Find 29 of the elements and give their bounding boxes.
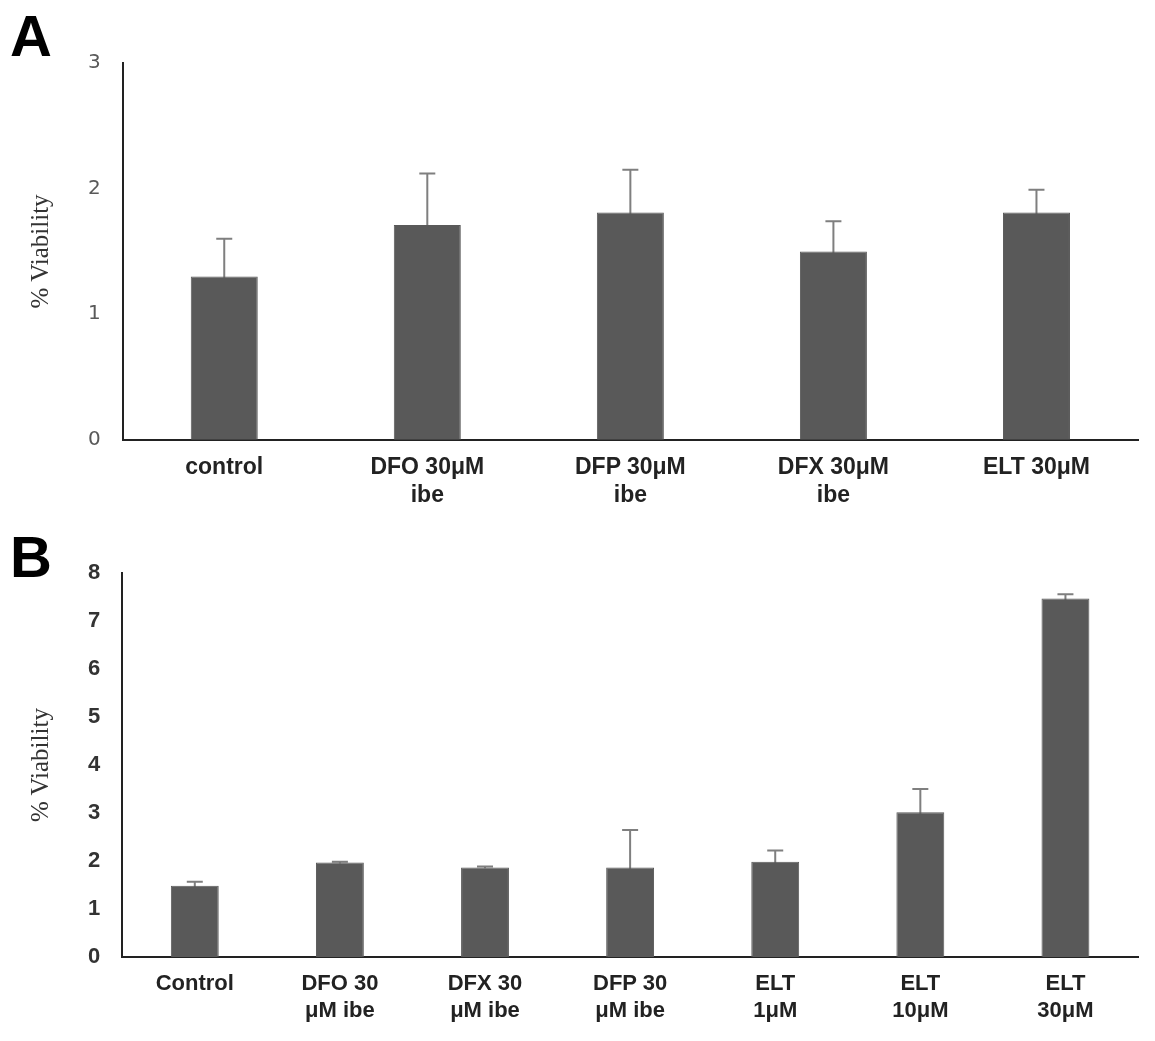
y-tick-label: 1 (87, 895, 101, 921)
y-tick-label: 2 (87, 174, 101, 199)
y-axis-title: % Viability (25, 707, 53, 823)
y-tick-label: 3 (87, 49, 101, 74)
x-tick-label: ELT 1μM (753, 970, 798, 1022)
y-axis-title: % Viability (25, 193, 53, 309)
y-tick-label: 4 (87, 751, 101, 777)
y-tick-label: 1 (87, 300, 101, 325)
x-tick-label: ELT 30μM (983, 452, 1090, 479)
y-tick-label: 8 (87, 559, 101, 585)
y-tick-label: 0 (87, 943, 101, 969)
y-tick-label: 0 (87, 426, 101, 450)
x-tick-label: DFO 30 μM ibe (301, 970, 379, 1022)
y-tick-label: 2 (87, 847, 101, 873)
y-tick-label: 3 (87, 799, 101, 825)
chart-title: B (10, 523, 52, 590)
chart-title: A (10, 2, 52, 69)
x-tick-label: control (185, 452, 264, 479)
x-tick-label: DFX 30μM ibe (777, 452, 890, 507)
y-tick-label: 5 (87, 703, 101, 729)
x-tick-label: ELT 30μM (1037, 970, 1094, 1022)
x-tick-label: DFO 30μM ibe (370, 452, 485, 507)
x-tick-label: DFX 30 μM ibe (447, 970, 523, 1022)
x-tick-label: ELT 10μM (892, 970, 949, 1022)
x-tick-label: DFP 30μM ibe (574, 452, 686, 507)
x-tick-label: Control (155, 970, 234, 996)
x-tick-label: DFP 30 μM ibe (593, 970, 668, 1022)
y-tick-label: 6 (87, 655, 101, 681)
y-tick-label: 7 (87, 607, 101, 633)
